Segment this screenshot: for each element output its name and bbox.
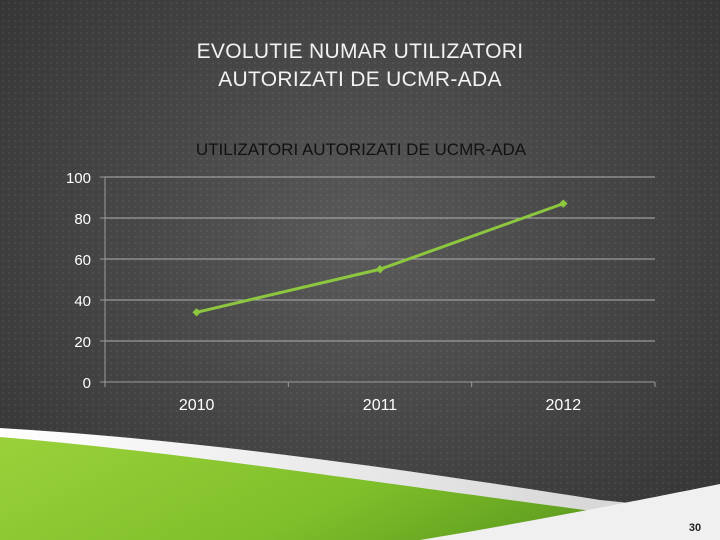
y-tick-label: 100	[66, 170, 91, 187]
chart-title: UTILIZATORI AUTORIZATI DE UCMR-ADA	[196, 140, 527, 159]
gridlines	[105, 176, 655, 342]
slide-title: EVOLUTIE NUMAR UTILIZATORI AUTORIZATI DE…	[60, 38, 660, 94]
data-point-marker	[375, 265, 385, 274]
x-tick-label: 2012	[546, 397, 582, 414]
y-axis-tick-labels: 0 20 40 60 80 100	[66, 170, 91, 392]
page-number: 30	[688, 522, 702, 534]
series-line	[196, 202, 564, 314]
y-tick-label: 80	[74, 211, 91, 228]
y-tick-label: 0	[83, 375, 91, 392]
data-point-marker	[192, 308, 201, 317]
y-tick-label: 20	[74, 334, 91, 351]
slide-title-line-2: AUTORIZATI DE UCMR-ADA	[218, 68, 502, 91]
slide-title-line-1: EVOLUTIE NUMAR UTILIZATORI	[196, 40, 524, 63]
y-tick-label: 60	[74, 252, 91, 269]
series-layer	[192, 199, 568, 317]
x-tick-label: 2010	[179, 397, 215, 414]
y-tick-label: 40	[74, 293, 91, 310]
axes	[100, 176, 656, 387]
data-point-marker	[559, 199, 568, 208]
x-tick-label: 2011	[363, 397, 398, 414]
x-axis-tick-labels: 2010 2011 2012	[179, 397, 581, 414]
